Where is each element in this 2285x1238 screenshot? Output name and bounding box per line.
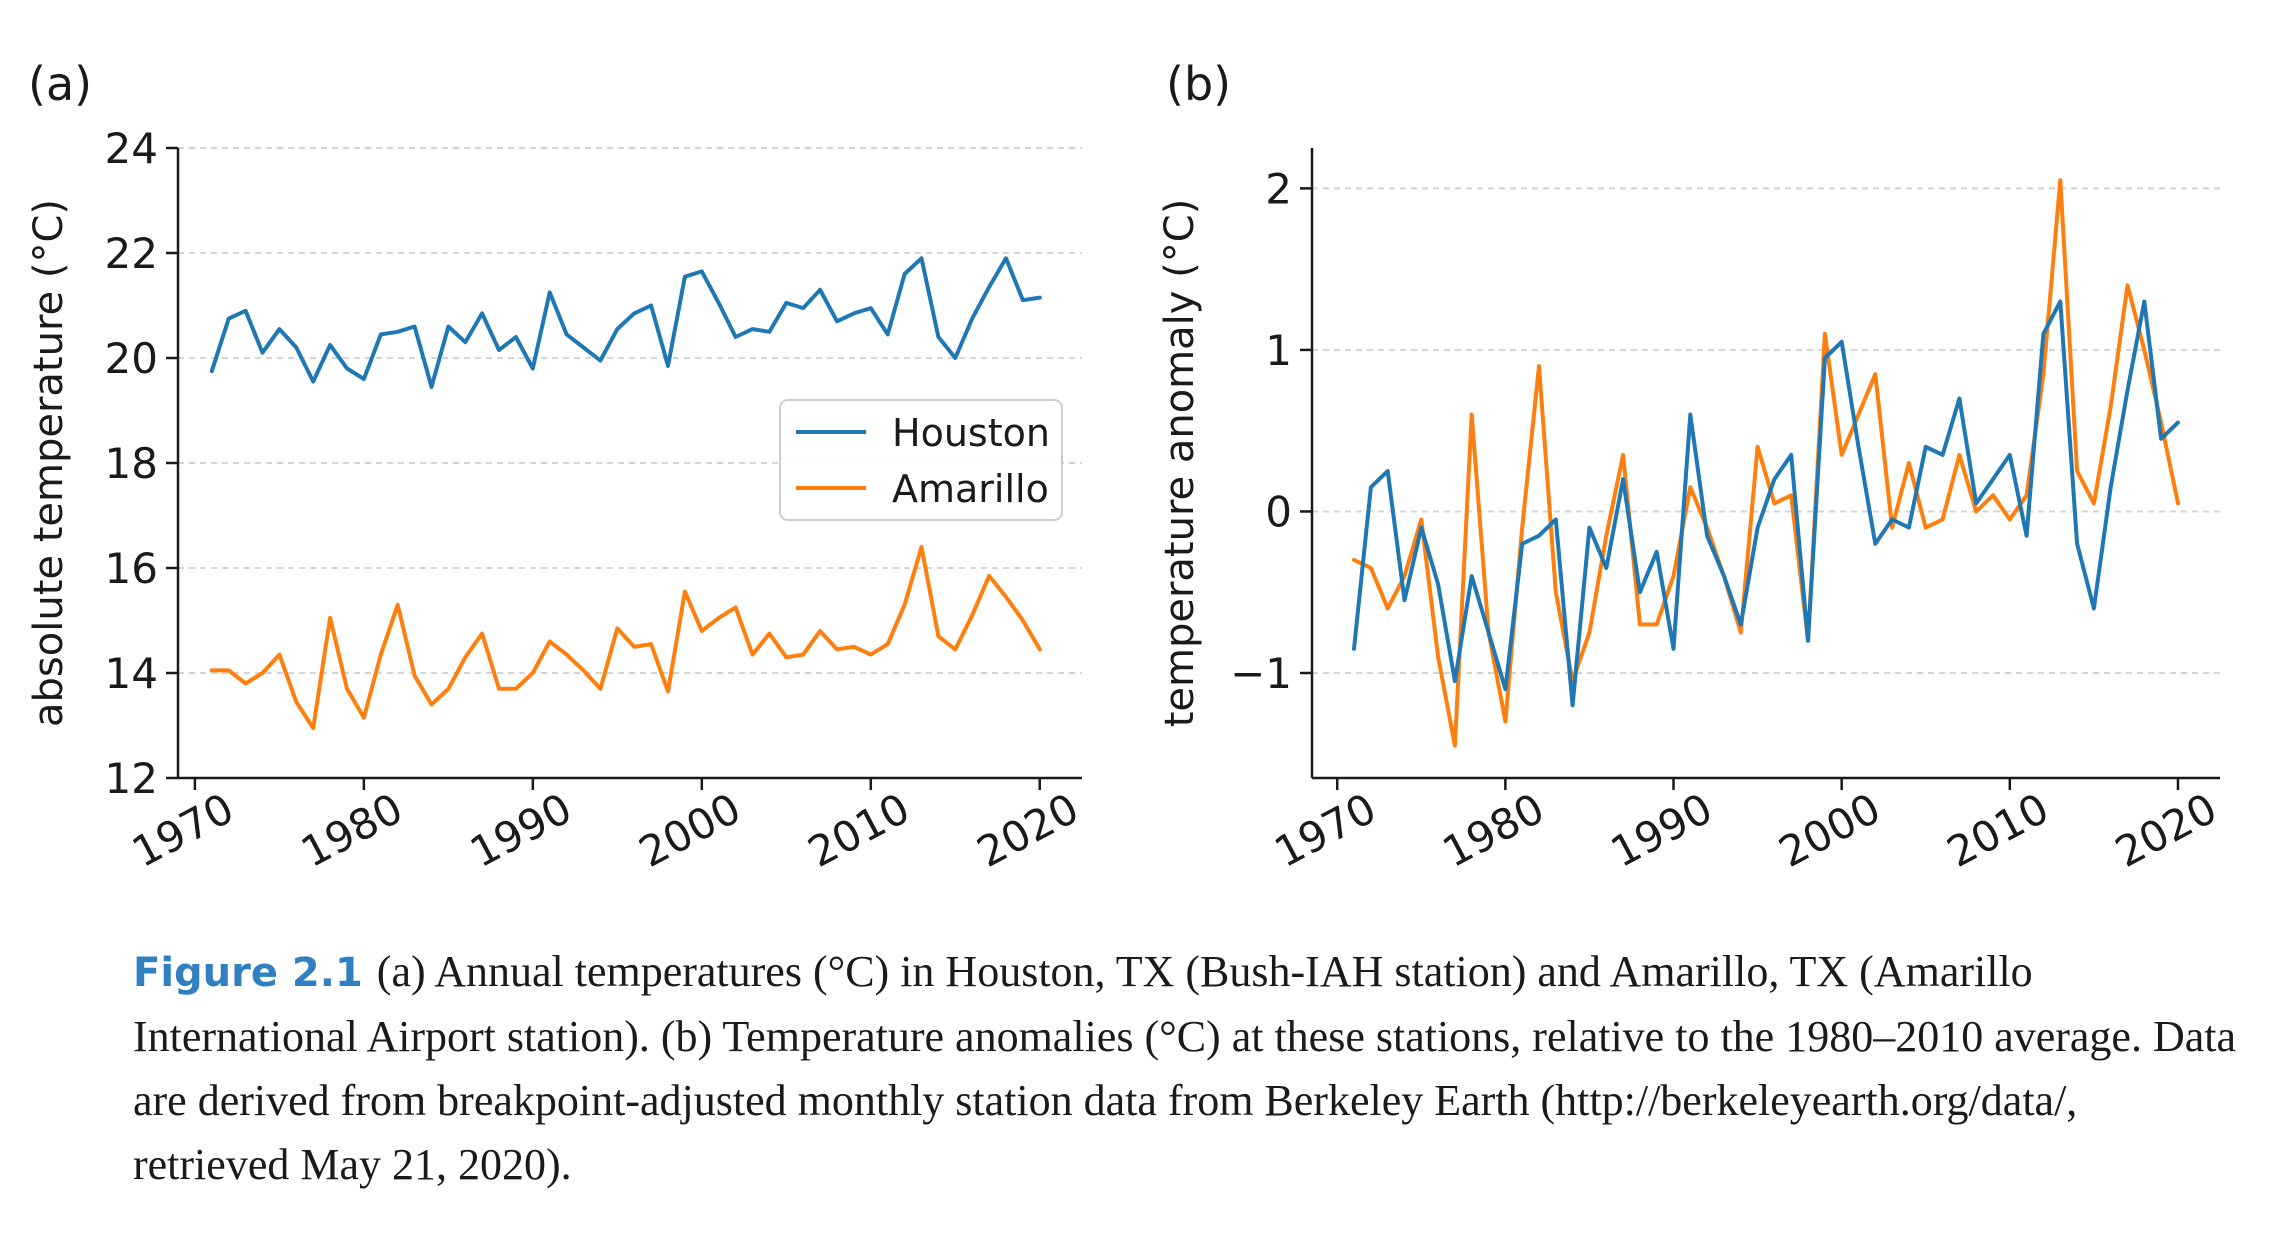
figure-caption: Figure 2.1 (a) Annual temperatures (°C) i… bbox=[133, 940, 2243, 1197]
figure-label: Figure 2.1 bbox=[133, 950, 363, 996]
y-tick-label: 20 bbox=[105, 334, 158, 383]
panel-label: (a) bbox=[28, 57, 92, 111]
y-tick-label: 0 bbox=[1265, 487, 1292, 536]
series-line-houston bbox=[209, 256, 1042, 389]
series-line-amarillo bbox=[1352, 178, 2180, 748]
x-tick-label: 1990 bbox=[462, 784, 579, 877]
x-tick-label: 2010 bbox=[800, 784, 917, 877]
figure-caption-text: (a) Annual temperatures (°C) in Houston,… bbox=[133, 947, 2237, 1189]
chart-panel-b: (b) −1 0 1 2 1970 1980 1990 2000 2010 2020 temperat… bbox=[1157, 57, 2225, 877]
x-tick-label: 2020 bbox=[969, 784, 1086, 877]
x-tick-label: 2020 bbox=[2107, 784, 2224, 877]
x-tick-label: 1970 bbox=[1267, 784, 1384, 877]
y-tick-label: 18 bbox=[105, 439, 158, 488]
x-tick-label: 2000 bbox=[631, 784, 748, 877]
y-tick-label: 1 bbox=[1265, 326, 1292, 375]
legend-label-amarillo: Amarillo bbox=[892, 467, 1049, 511]
legend-label-houston: Houston bbox=[892, 411, 1050, 455]
x-tick-label: 1980 bbox=[293, 784, 410, 877]
series-line-houston bbox=[1352, 299, 2180, 708]
x-tick-label: 1990 bbox=[1603, 784, 1720, 877]
y-tick-label: 14 bbox=[105, 649, 158, 698]
y-axis-label: absolute temperature (°C) bbox=[26, 199, 72, 727]
x-tick-label: 2010 bbox=[1939, 784, 2056, 877]
y-tick-label: 24 bbox=[105, 124, 158, 173]
y-axis-label: temperature anomaly (°C) bbox=[1157, 199, 1203, 728]
y-tick-label: 22 bbox=[105, 229, 158, 278]
panel-label: (b) bbox=[1166, 57, 1231, 111]
x-tick-label: 2000 bbox=[1771, 784, 1888, 877]
x-tick-label: 1980 bbox=[1435, 784, 1552, 877]
series-line-amarillo bbox=[209, 545, 1042, 731]
y-tick-label: 12 bbox=[105, 754, 158, 803]
y-tick-label: −1 bbox=[1230, 649, 1292, 698]
y-tick-label: 2 bbox=[1265, 164, 1292, 213]
y-tick-label: 16 bbox=[105, 544, 158, 593]
